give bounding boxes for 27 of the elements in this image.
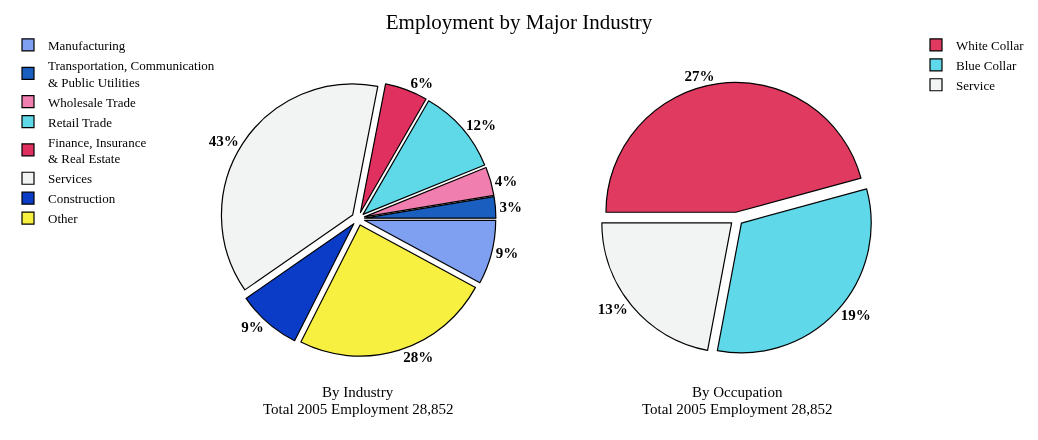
data-label: 12%	[466, 116, 497, 133]
data-label: 3%	[499, 199, 522, 216]
text: Total 2005 Employment 28,852	[263, 401, 454, 417]
text: Total 2005 Employment 28,852	[642, 401, 833, 417]
text: By Occupation	[692, 384, 783, 400]
data-label: 27%	[684, 67, 715, 84]
legend-label: Finance, Insurance & Real Estate	[48, 134, 147, 167]
legend-label: Services	[48, 171, 93, 187]
data-label: 28%	[403, 349, 434, 366]
legend-label: White Collar	[956, 38, 1025, 54]
legend-label: Wholesale Trade	[48, 94, 136, 110]
data-label: 4%	[494, 172, 518, 189]
legend-label: Blue Collar	[956, 57, 1017, 73]
legend-label: Transportation, Communication & Public Utilities	[48, 57, 215, 90]
data-label: 9%	[241, 319, 264, 336]
data-label: 9%	[495, 245, 519, 261]
data-label: 13%	[597, 300, 628, 317]
data-label: 19%	[840, 306, 871, 323]
legend-label: Other	[48, 211, 79, 227]
chart-title: Employment by Major Industry	[384, 10, 654, 35]
legend-label: Construction	[48, 191, 116, 207]
legend-label: Service	[956, 77, 996, 93]
data-label: 6%	[410, 74, 433, 91]
text: By Industry	[322, 384, 394, 400]
legend-label: Manufacturing	[48, 38, 126, 54]
data-label: 43%	[208, 132, 239, 149]
legend-label: Retail Trade	[48, 114, 113, 130]
